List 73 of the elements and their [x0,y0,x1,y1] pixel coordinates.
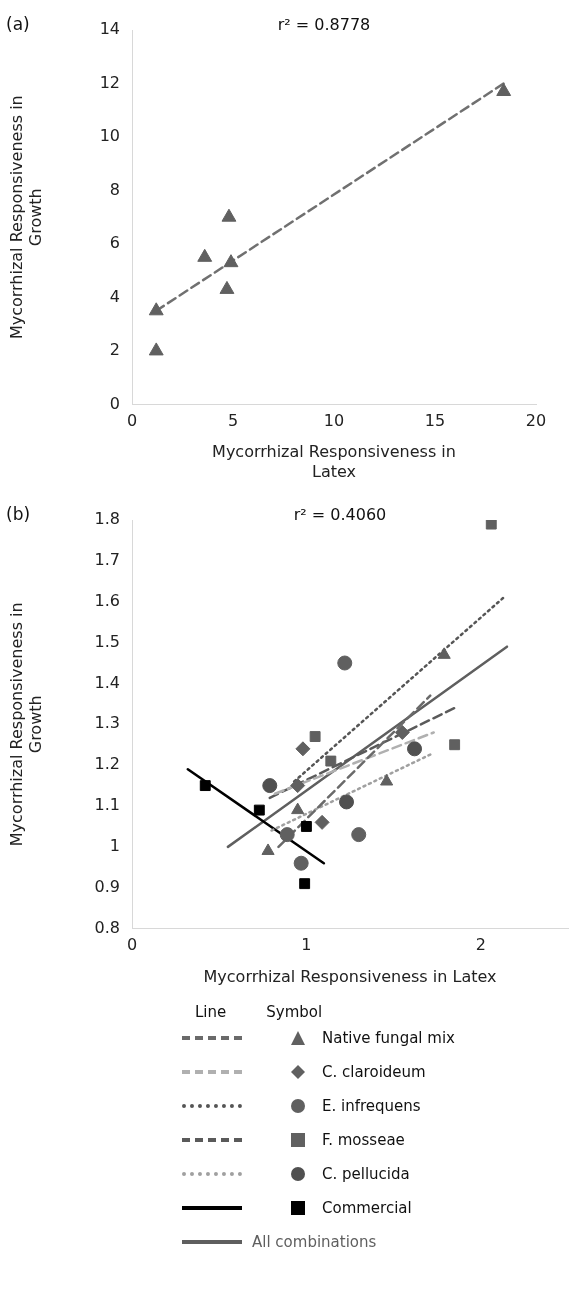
x-tick-label: 0 [126,411,138,431]
y-axis-title: Mycorrhizal Responsiveness in Growth [6,95,45,340]
point [337,655,353,671]
x-tick-label: 5 [227,411,239,431]
point [299,878,311,890]
point [199,780,211,792]
y-tick-label: 1.7 [94,550,120,570]
text: Line [195,1003,227,1021]
point [291,802,305,815]
point [449,739,461,751]
y-tick-label: 10 [99,126,120,146]
text: Symbol [266,1003,323,1021]
y-tick-label: 0.9 [94,876,120,896]
point [293,855,309,871]
point [325,755,337,767]
text: (b) [6,504,31,525]
text: (a) [6,14,30,35]
point [148,342,164,356]
legend-label: C. claroideum [322,1063,426,1081]
point [485,520,497,530]
y-tick-label: 2 [109,340,120,360]
point [261,843,275,855]
x-tick-label: 1 [301,935,312,955]
legend-label: Commercial [322,1199,412,1217]
x-tick-label: 20 [525,411,547,431]
point [197,248,213,262]
legend-label: F. mosseae [322,1131,405,1149]
legend-label: C. pellucida [322,1165,410,1183]
point [262,778,278,794]
legend-label: E. infrequens [322,1097,421,1115]
point [219,280,235,294]
x-axis-title: Mycorrhizal Responsiveness in Latex [203,966,497,986]
y-tick-label: 12 [99,72,120,92]
point [300,821,312,832]
y-tick-label: 6 [109,233,120,253]
y-tick-label: 8 [109,179,120,199]
point [221,208,237,222]
point [314,814,330,830]
point [394,724,410,740]
y-tick-label: 1.5 [94,631,120,651]
annotation: r² = 0.8778 [277,15,371,35]
point [290,778,306,794]
y-tick-label: 1.3 [94,713,120,733]
x-tick-label: 0 [126,935,138,955]
point [380,774,394,786]
legend-label: All combinations [252,1233,377,1251]
y-tick-label: 14 [99,19,120,39]
legend-label: Native fungal mix [322,1029,455,1047]
y-tick-label: 1.6 [94,590,120,610]
y-tick-label: 1.4 [94,672,120,692]
point [295,741,311,757]
annotation: r² = 0.4060 [293,505,387,525]
point [309,731,321,743]
y-tick-label: 4 [109,286,120,306]
x-tick-label: 15 [424,411,446,431]
y-tick-label: 1.8 [94,509,120,529]
point [496,83,512,97]
x-tick-label: 10 [323,411,345,431]
point [148,302,164,316]
x-tick-label: 2 [475,935,486,955]
y-tick-label: 1 [109,836,120,856]
y-tick-label: 1.2 [94,754,120,774]
y-tick-label: 0.8 [94,917,120,937]
point [339,794,355,810]
y-tick-label: 1.1 [94,795,120,815]
point [279,827,295,843]
point [407,741,423,757]
y-tick-label: 0 [109,393,120,413]
point [223,254,239,268]
point [253,804,265,816]
y-axis-title: Mycorrhizal Responsiveness in Growth [6,602,45,847]
x-axis-title: Mycorrhizal Responsiveness in Latex [212,442,456,481]
point [351,827,367,843]
